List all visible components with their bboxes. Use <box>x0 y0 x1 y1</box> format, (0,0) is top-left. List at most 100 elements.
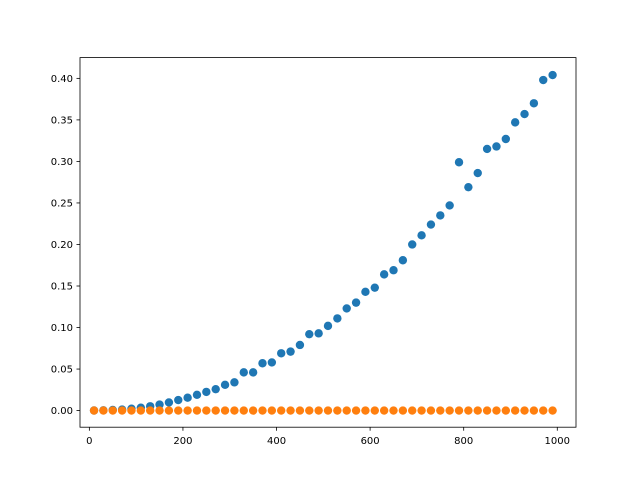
data-point-series-2 <box>454 406 464 415</box>
data-point-series-1 <box>286 347 295 356</box>
data-point-series-2 <box>174 406 183 415</box>
data-point-series-2 <box>361 406 370 415</box>
data-point-series-2 <box>286 406 295 415</box>
data-point-series-2 <box>426 406 436 415</box>
data-point-series-1 <box>548 70 557 80</box>
data-point-series-1 <box>445 201 454 210</box>
data-point-series-1 <box>211 384 220 394</box>
data-point-series-2 <box>379 406 389 415</box>
data-point-series-1 <box>361 287 370 297</box>
data-point-series-2 <box>127 406 136 415</box>
data-point-series-2 <box>408 406 417 415</box>
x-tick-label: 400 <box>267 436 286 447</box>
data-point-series-2 <box>445 406 454 415</box>
data-point-series-2 <box>520 406 529 415</box>
data-point-series-1 <box>398 256 408 265</box>
data-point-series-2 <box>351 406 361 415</box>
data-point-series-1 <box>520 109 529 119</box>
data-point-series-2 <box>314 406 323 415</box>
data-point-series-1 <box>155 400 164 409</box>
data-point-series-2 <box>108 406 117 415</box>
data-point-series-1 <box>220 380 230 390</box>
x-tick-label: 800 <box>454 436 473 447</box>
data-point-series-1 <box>529 99 539 108</box>
data-point-series-1 <box>436 211 445 220</box>
data-point-series-2 <box>99 406 108 415</box>
data-point-series-1 <box>333 314 342 323</box>
data-point-series-1 <box>351 298 361 307</box>
data-point-series-1 <box>202 387 211 397</box>
data-point-series-2 <box>539 406 548 415</box>
data-point-series-2 <box>239 406 248 415</box>
data-point-series-1 <box>426 220 436 229</box>
y-tick-label: 0.15 <box>51 282 73 293</box>
data-point-series-2 <box>117 406 127 415</box>
x-tick-label: 1000 <box>545 436 570 447</box>
data-point-series-2 <box>323 406 333 415</box>
data-point-series-1 <box>492 142 501 151</box>
data-point-series-2 <box>473 406 482 415</box>
data-point-series-1 <box>239 368 248 377</box>
y-tick-label: 0.25 <box>51 199 73 210</box>
y-tick-label: 0.30 <box>51 157 73 168</box>
data-point-series-2 <box>295 406 305 415</box>
data-point-series-1 <box>417 231 426 240</box>
data-point-series-1 <box>305 329 314 339</box>
data-point-series-1 <box>473 168 482 178</box>
data-point-series-1 <box>454 158 464 167</box>
data-point-series-1 <box>295 340 305 350</box>
data-point-series-2 <box>155 406 164 415</box>
data-point-series-1 <box>510 118 520 127</box>
data-point-series-1 <box>501 134 511 144</box>
y-tick-label: 0.40 <box>51 74 73 85</box>
data-point-series-1 <box>248 368 258 377</box>
data-point-series-2 <box>277 406 286 415</box>
data-point-series-1 <box>267 358 277 367</box>
data-point-series-2 <box>342 406 351 415</box>
plot-frame <box>79 57 577 428</box>
data-point-series-1 <box>230 378 239 387</box>
data-point-series-2 <box>192 406 202 415</box>
data-point-series-2 <box>89 406 99 415</box>
data-point-series-2 <box>370 406 379 415</box>
data-point-series-1 <box>183 393 192 402</box>
data-point-series-2 <box>333 406 342 415</box>
data-point-series-1 <box>258 359 267 368</box>
data-point-series-2 <box>230 406 239 415</box>
data-point-series-1 <box>464 182 473 192</box>
y-tick-label: 0.00 <box>51 406 73 417</box>
data-point-series-2 <box>267 406 277 415</box>
data-point-series-2 <box>501 406 511 415</box>
data-point-series-1 <box>408 240 417 249</box>
data-point-series-2 <box>464 406 473 415</box>
data-point-series-2 <box>492 406 501 415</box>
data-point-series-1 <box>192 390 202 400</box>
data-point-series-2 <box>248 406 258 415</box>
data-point-series-1 <box>389 266 398 275</box>
data-point-series-2 <box>482 406 492 415</box>
data-point-series-2 <box>136 406 146 415</box>
data-point-series-2 <box>211 406 220 415</box>
data-point-series-2 <box>145 406 155 415</box>
data-point-series-2 <box>183 406 192 415</box>
axis-ticks: 0 200 400 600 800 1000 0.00 0.05 0.10 0.15 0.20 0.2… <box>51 74 570 447</box>
data-point-series-1 <box>174 395 183 405</box>
data-point-series-1 <box>164 398 174 407</box>
data-point-series-2 <box>164 406 174 415</box>
data-point-series-1 <box>482 144 492 154</box>
data-point-series-2 <box>202 406 211 415</box>
data-point-series-2 <box>258 406 267 415</box>
y-tick-label: 0.05 <box>51 365 73 376</box>
data-point-series-1 <box>323 321 333 331</box>
data-point-series-1 <box>342 304 351 313</box>
data-point-series-2 <box>529 406 539 415</box>
x-tick-label: 200 <box>173 436 192 447</box>
data-point-series-2 <box>398 406 408 415</box>
y-tick-label: 0.10 <box>51 323 73 334</box>
y-tick-label: 0.35 <box>51 115 73 126</box>
data-point-series-1 <box>539 75 548 85</box>
data-point-series-1 <box>277 349 286 358</box>
data-point-series-2 <box>436 406 445 415</box>
